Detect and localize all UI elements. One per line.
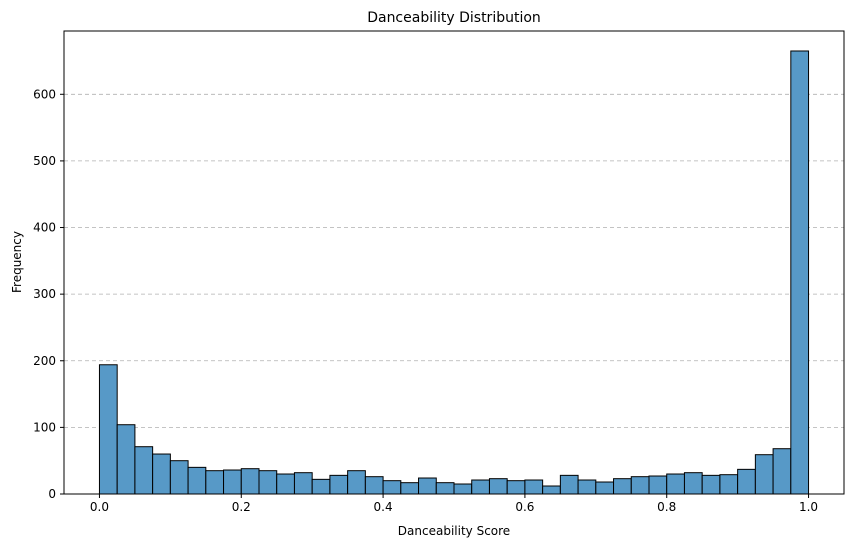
histogram-bar <box>418 477 437 495</box>
histogram-bar <box>240 468 260 495</box>
histogram-bar <box>311 478 331 495</box>
histogram-bar <box>98 364 118 495</box>
histogram-bar <box>701 474 721 495</box>
histogram-bar <box>187 466 207 495</box>
histogram-bar <box>435 482 455 495</box>
histogram-bar <box>152 453 171 495</box>
x-tick-label: 0.8 <box>657 500 676 514</box>
histogram-bar <box>453 483 473 495</box>
histogram-bar <box>506 480 526 495</box>
histogram-bar <box>719 474 739 495</box>
histogram-bar <box>205 470 225 495</box>
histogram-bar <box>524 479 544 495</box>
y-tick-label: 100 <box>33 420 56 434</box>
histogram-bar <box>471 479 490 495</box>
plot-frame <box>63 30 845 495</box>
histogram-bar <box>347 470 366 495</box>
histogram-bar <box>169 460 189 495</box>
chart-title: Danceability Distribution <box>367 10 541 26</box>
histogram-bar <box>648 475 668 495</box>
histogram-bar <box>666 473 685 495</box>
histogram-bar <box>630 476 650 495</box>
x-tick-label: 0.2 <box>232 500 251 514</box>
x-tick-label: 0.4 <box>374 500 393 514</box>
histogram-bar <box>772 448 792 495</box>
histogram-bar <box>276 473 295 495</box>
y-tick-label: 500 <box>33 154 56 168</box>
histogram-bar <box>577 479 597 495</box>
histogram-bar <box>400 482 420 495</box>
x-axis-label: Danceability Score <box>398 524 510 538</box>
y-axis-label: Frequency <box>10 231 24 293</box>
histogram-bar <box>116 424 136 495</box>
histogram-bar <box>364 476 384 495</box>
histogram-bar <box>559 474 579 495</box>
y-tick-label: 600 <box>33 87 56 101</box>
histogram-bar <box>790 50 810 495</box>
histogram-bar <box>542 485 561 495</box>
x-tick-label: 0.6 <box>515 500 534 514</box>
x-tick-label: 0.0 <box>90 500 109 514</box>
histogram-bar <box>683 472 703 495</box>
x-tick-label: 1.0 <box>799 500 818 514</box>
histogram-bar <box>754 454 774 495</box>
histogram-bar <box>223 469 242 495</box>
histogram-bar <box>329 474 349 495</box>
histogram-bar <box>488 478 508 495</box>
histogram-bar <box>258 470 278 495</box>
histogram-bar <box>613 478 632 495</box>
y-tick-label: 400 <box>33 221 56 235</box>
histogram-bar <box>293 472 313 495</box>
y-tick-label: 200 <box>33 354 56 368</box>
y-tick-label: 0 <box>48 487 56 501</box>
histogram-bar <box>737 468 756 495</box>
histogram-bar <box>595 481 615 495</box>
y-tick-label: 300 <box>33 287 56 301</box>
histogram-bar <box>382 480 402 495</box>
histogram-bar <box>134 446 154 495</box>
